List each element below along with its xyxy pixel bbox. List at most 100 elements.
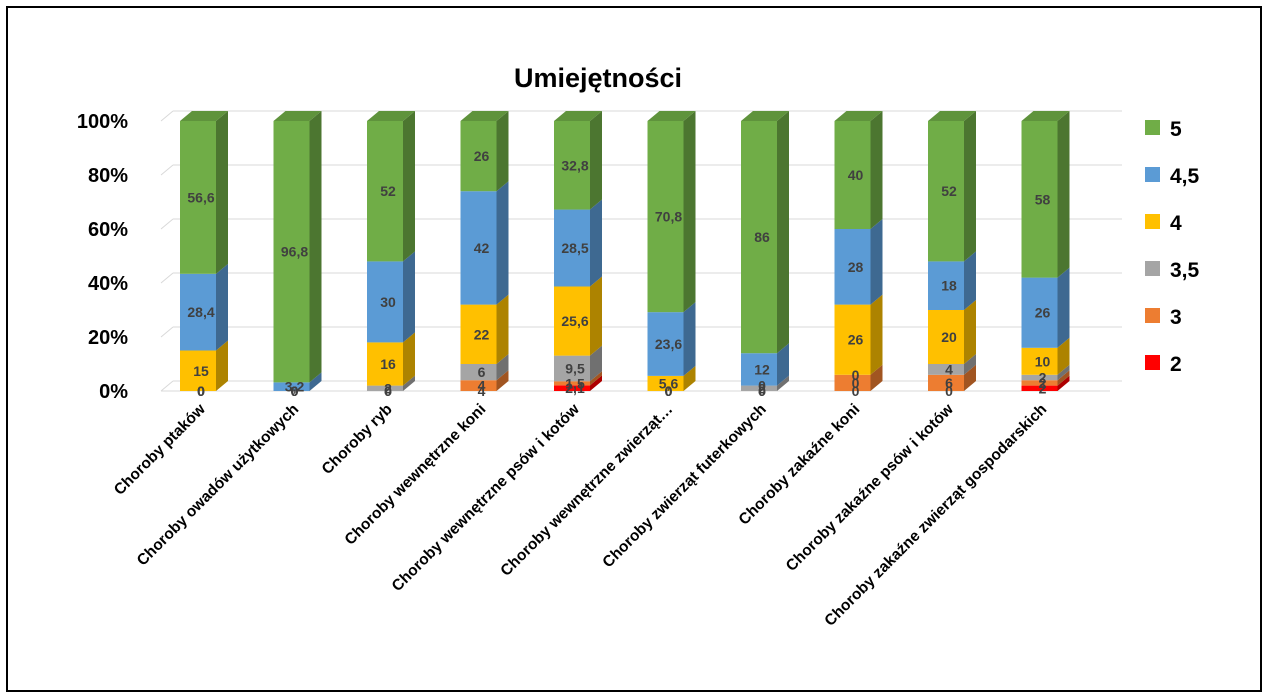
bar-segment — [460, 111, 509, 192]
bar-segment — [554, 111, 602, 210]
data-label: 1,5 — [565, 375, 585, 391]
data-label: 2,1 — [565, 380, 585, 396]
bar-segment — [273, 111, 322, 383]
data-label: 56,6 — [187, 189, 214, 205]
bar-front — [834, 304, 871, 375]
bar-side — [1057, 370, 1070, 386]
legend: 5 4,5 4 3,5 3 2 — [1145, 118, 1200, 376]
bar-front — [834, 374, 871, 391]
bar-front — [554, 385, 590, 391]
bar-front — [928, 261, 964, 310]
bar-side — [403, 332, 415, 386]
bar-segment — [1021, 370, 1070, 386]
bar-side — [964, 111, 976, 262]
bar-front — [1021, 121, 1058, 278]
legend-swatch — [1145, 214, 1160, 229]
bar-front — [1021, 277, 1058, 348]
data-label: 23,6 — [655, 336, 682, 352]
bar-side — [1057, 364, 1070, 381]
data-label: 4 — [478, 383, 486, 399]
bar-front — [928, 121, 964, 262]
data-label: 96,8 — [281, 244, 308, 260]
bar-side — [870, 219, 883, 305]
bar-front — [367, 121, 403, 262]
bar-side — [964, 300, 976, 364]
chart-title: Umiejętności — [514, 63, 682, 93]
bar-side — [403, 251, 415, 343]
legend-swatch — [1145, 167, 1160, 182]
bar-side — [590, 111, 602, 210]
data-label: 32,8 — [561, 157, 588, 173]
bar-side — [309, 111, 322, 383]
bar-side — [870, 294, 883, 375]
bar-front — [834, 121, 871, 229]
bar-front — [554, 355, 590, 382]
bar-side — [403, 375, 415, 391]
category-label: Choroby zwierząt futerkowych — [599, 401, 769, 571]
data-label: 20 — [941, 329, 957, 345]
bar-side — [964, 251, 976, 310]
data-label: 0 — [384, 383, 392, 399]
bar-top — [1021, 111, 1070, 121]
legend-label: 4 — [1170, 212, 1182, 235]
bar-segment — [367, 332, 415, 386]
bar-front — [460, 304, 497, 364]
bar-side — [777, 343, 789, 386]
bar-top — [460, 111, 509, 121]
bar-front — [928, 364, 964, 375]
data-label: 0 — [291, 383, 299, 399]
bar-front — [1021, 374, 1058, 381]
data-label: 15 — [193, 363, 209, 379]
bar-side — [683, 302, 696, 376]
data-label: 2 — [384, 380, 392, 396]
bar-front — [1021, 380, 1058, 386]
data-label: 12 — [754, 361, 770, 377]
bar-front — [180, 121, 216, 274]
data-label: 9,5 — [565, 360, 585, 376]
y-tick-label: 100% — [77, 111, 128, 133]
data-label: 3,2 — [285, 379, 305, 395]
data-label: 6 — [945, 375, 953, 391]
bar-segment — [367, 375, 415, 391]
bar-segment — [834, 219, 883, 305]
chart-frame: 0% 20% 40% 60% 80% 100% 0 0 0 15 28,4 56,6 0 0 0 0 3,2 9… — [6, 6, 1262, 692]
legend-label: 5 — [1170, 118, 1182, 141]
data-label: 0 — [665, 383, 673, 399]
data-label: 26 — [474, 148, 490, 164]
y-tick-label: 60% — [88, 219, 128, 241]
bar-front — [460, 364, 497, 381]
bar-segment — [554, 371, 602, 386]
bar-front — [834, 229, 871, 305]
data-label: 4 — [945, 361, 953, 377]
bar-segment — [554, 276, 602, 356]
legend-label: 3 — [1170, 306, 1182, 329]
data-label: 58 — [1035, 191, 1051, 207]
bar-front — [928, 374, 964, 391]
data-label: 86 — [754, 229, 770, 245]
bar-front — [741, 121, 777, 354]
bar-segment — [367, 251, 415, 343]
data-label: 0 — [852, 375, 860, 391]
data-label: 0 — [665, 383, 673, 399]
data-label: 0 — [665, 383, 673, 399]
data-label: 4 — [478, 378, 486, 394]
data-label: 0 — [758, 383, 766, 399]
bar-front — [1021, 385, 1058, 391]
bar-side — [496, 354, 509, 381]
bar-segment — [460, 181, 509, 305]
gridline-side — [160, 380, 174, 392]
gridline-side — [160, 110, 174, 122]
y-tick-label: 80% — [88, 165, 128, 187]
legend-item: 3,5 — [1145, 259, 1200, 282]
category-label: Choroby zakaźne psów i kotów — [783, 400, 958, 575]
legend-label: 2 — [1170, 353, 1182, 376]
bar-segment — [647, 302, 696, 376]
data-label: 30 — [380, 294, 396, 310]
data-label: 0 — [197, 383, 205, 399]
data-label: 10 — [1035, 353, 1051, 369]
data-label: 0 — [758, 383, 766, 399]
bar-side — [870, 364, 883, 391]
data-label: 6 — [478, 364, 486, 380]
bar-front — [554, 121, 590, 210]
bar-segment — [1021, 267, 1070, 348]
